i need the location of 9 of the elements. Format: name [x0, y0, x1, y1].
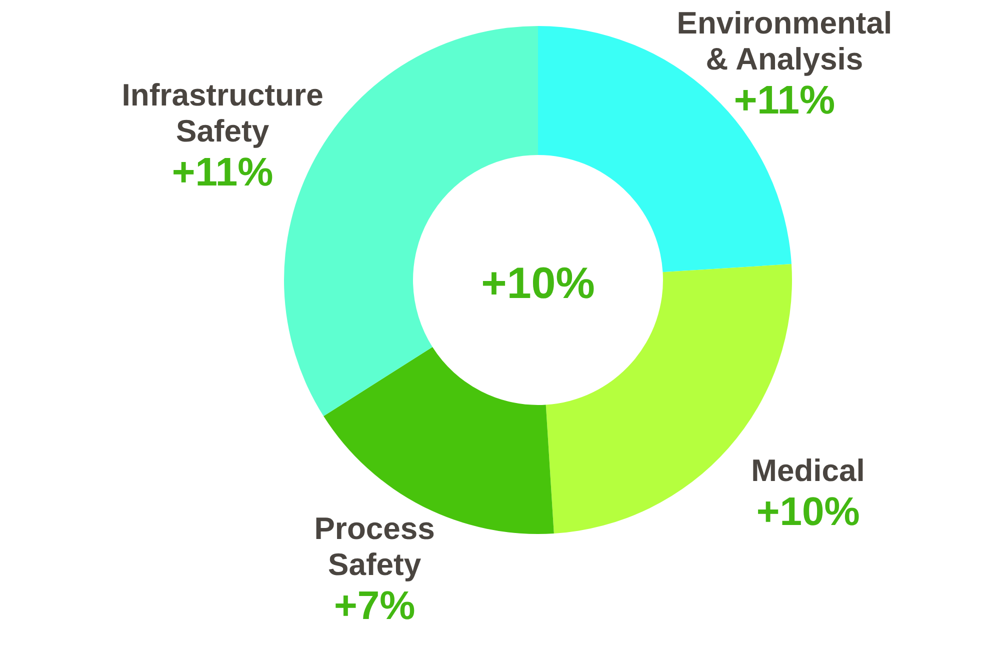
text: +11%	[734, 78, 836, 123]
slice-label: Infrastructure Safety	[122, 77, 324, 148]
slice-label: Medical	[751, 453, 865, 488]
text: +10%	[481, 259, 595, 308]
text: +11%	[172, 150, 274, 194]
slice-label: Process Safety	[314, 511, 435, 582]
text: +7%	[334, 584, 416, 628]
text: +10%	[756, 490, 860, 534]
slice-label: Environmental & Analysis	[676, 6, 892, 77]
